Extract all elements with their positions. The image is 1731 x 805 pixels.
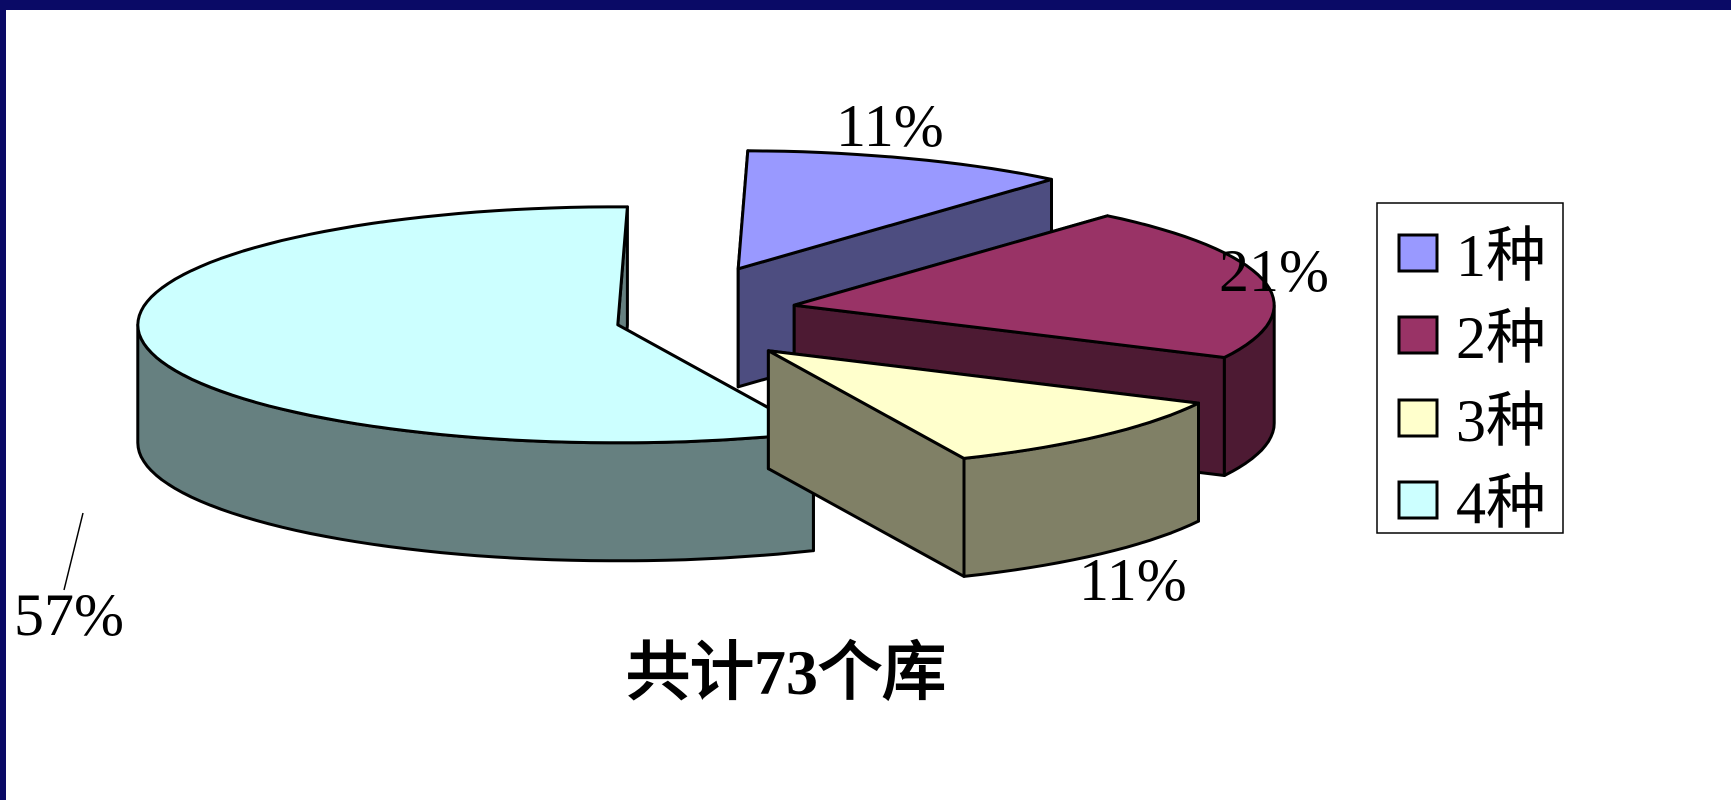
legend-swatch-3 <box>1397 398 1439 438</box>
pie-slices <box>136 149 1276 578</box>
legend-swatch-4 <box>1397 480 1439 520</box>
pie-chart: 11% 21% 11% 57% 1种 2种 3种 4种 共计73个库 <box>14 93 1564 708</box>
legend-label-1: 1种 <box>1456 223 1546 289</box>
leader-line-4 <box>63 512 84 591</box>
data-label-4: 57% <box>14 582 124 648</box>
slice-4-top <box>136 205 815 445</box>
legend-label-2: 2种 <box>1456 305 1546 371</box>
legend-label-3: 3种 <box>1456 388 1546 454</box>
legend: 1种 2种 3种 4种 <box>1376 202 1564 536</box>
data-label-2: 21% <box>1219 238 1329 304</box>
data-label-1: 11% <box>836 93 944 159</box>
data-label-3: 11% <box>1079 547 1187 613</box>
slice-4 <box>136 205 815 563</box>
slice-1-top <box>736 149 1053 271</box>
legend-swatch-2 <box>1397 315 1439 355</box>
legend-label-4: 4种 <box>1456 470 1546 536</box>
chart-caption: 共计73个库 <box>626 637 946 708</box>
legend-swatch-1 <box>1397 233 1439 273</box>
slice-3-top <box>766 349 1200 460</box>
slice-2-top <box>792 214 1276 359</box>
slice-3 <box>766 349 1200 578</box>
data-labels: 11% 21% 11% 57% <box>14 93 1329 648</box>
